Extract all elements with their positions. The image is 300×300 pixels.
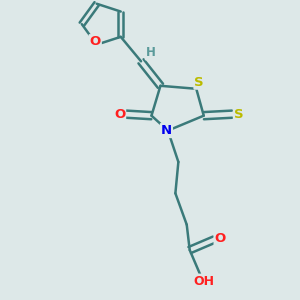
Text: O: O <box>214 232 226 244</box>
Text: S: S <box>234 108 244 121</box>
Text: S: S <box>194 76 204 89</box>
Text: O: O <box>114 108 125 121</box>
Text: OH: OH <box>193 274 214 288</box>
Text: H: H <box>146 46 155 59</box>
Text: N: N <box>161 124 172 137</box>
Text: O: O <box>90 35 101 48</box>
